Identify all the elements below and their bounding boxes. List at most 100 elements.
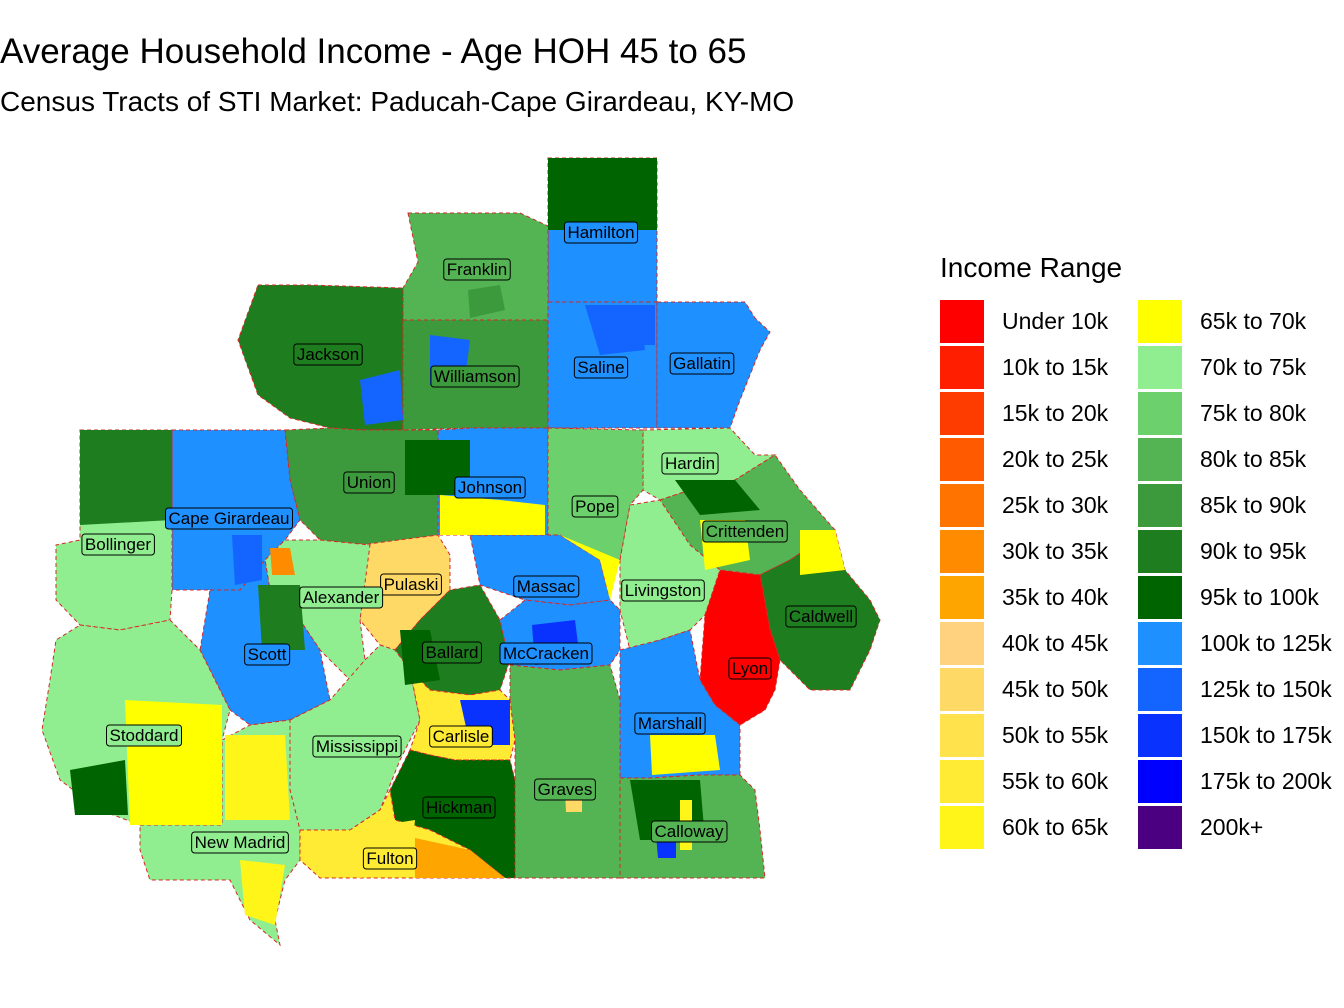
legend-label: 35k to 40k	[1002, 583, 1109, 610]
legend-swatch	[940, 667, 984, 711]
legend-swatch	[940, 483, 984, 527]
legend-swatch	[940, 299, 984, 343]
legend-item: 65k to 70k	[1138, 298, 1336, 344]
census-tract	[125, 700, 222, 825]
county-label-text: Williamson	[434, 367, 516, 386]
county-label-text: Massac	[517, 577, 576, 596]
county-label: Saline	[573, 356, 629, 379]
census-tract	[270, 548, 295, 575]
legend-swatch	[940, 759, 984, 803]
county-label-text: Ballard	[426, 643, 479, 662]
county-label-box	[443, 258, 511, 281]
legend-swatch	[1138, 483, 1182, 527]
legend-item: 175k to 200k	[1138, 758, 1336, 804]
legend-item: 125k to 150k	[1138, 666, 1336, 712]
legend-swatch	[940, 575, 984, 619]
county-label-box	[81, 533, 155, 556]
map-title: Average Household Income - Age HOH 45 to…	[0, 32, 747, 71]
county-label-box	[669, 352, 735, 375]
county-label-text: Pulaski	[384, 575, 439, 594]
legend-swatch	[1138, 759, 1182, 803]
county-label-box	[312, 735, 402, 758]
county-label-box	[785, 605, 857, 628]
county-label-text: Jackson	[297, 345, 359, 364]
county-label: Fulton	[362, 847, 418, 870]
county-label: Gallatin	[669, 352, 735, 375]
legend-swatch	[1138, 529, 1182, 573]
legend-item: 70k to 75k	[1138, 344, 1336, 390]
county-label: Graves	[534, 778, 596, 801]
legend-label: 50k to 55k	[1002, 721, 1109, 748]
legend-label: 75k to 80k	[1200, 399, 1307, 426]
county-label-text: Caldwell	[789, 607, 853, 626]
census-tract	[675, 480, 760, 515]
county-label-text: Hamilton	[567, 223, 634, 242]
county-label-box	[429, 725, 493, 748]
county-label-text: Gallatin	[673, 354, 731, 373]
county-label-text: Pope	[575, 497, 615, 516]
legend-swatch	[1138, 299, 1182, 343]
legend-column-left: Under 10k 10k to 15k 15k to 20k 20k to 25k 2…	[940, 298, 1138, 850]
legend-swatch	[940, 437, 984, 481]
county-label-text: Graves	[538, 780, 593, 799]
legend-swatch	[940, 391, 984, 435]
county-label-box	[380, 573, 442, 596]
county-label: Carlisle	[429, 725, 493, 748]
legend-swatch	[1138, 437, 1182, 481]
county-label: Mississippi	[312, 735, 402, 758]
census-tract	[360, 370, 403, 425]
county-label-text: Hardin	[665, 454, 715, 473]
county-label: Hickman	[422, 796, 496, 819]
legend-item: 10k to 15k	[940, 344, 1138, 390]
census-tract	[560, 535, 620, 600]
county-label: Scott	[244, 643, 291, 666]
county-label-box	[621, 579, 705, 602]
census-tract	[232, 535, 262, 585]
county-label-text: Union	[347, 473, 391, 492]
legend-label: Under 10k	[1002, 307, 1109, 334]
legend-label: 70k to 75k	[1200, 353, 1307, 380]
census-tract	[240, 860, 285, 925]
legend-item: 35k to 40k	[940, 574, 1138, 620]
legend-label: 90k to 95k	[1200, 537, 1307, 564]
census-tract	[585, 305, 655, 345]
county-label-layer: Hamilton Franklin Jackson Williamson Saline G…	[81, 221, 857, 870]
county-label: Johnson	[454, 476, 526, 499]
choropleth-map: Hamilton Franklin Jackson Williamson Saline G…	[41, 157, 881, 947]
legend-label: 150k to 175k	[1200, 721, 1332, 748]
legend-column-right: 65k to 70k 70k to 75k 75k to 80k 80k to 85k…	[1138, 298, 1336, 850]
legend-swatch	[940, 713, 984, 757]
legend-label: 15k to 20k	[1002, 399, 1109, 426]
county-label-box	[106, 724, 182, 747]
county-label-box	[430, 365, 520, 388]
legend-swatch	[940, 345, 984, 389]
county-label: Pope	[571, 495, 619, 518]
census-tract	[650, 735, 720, 775]
county-label-box	[362, 847, 418, 870]
county-label-box	[299, 586, 384, 609]
county-label: Hamilton	[563, 221, 639, 244]
county-label-text: Lyon	[732, 659, 768, 678]
legend-label: 30k to 35k	[1002, 537, 1109, 564]
legend-swatch	[1138, 391, 1182, 435]
county-label: Jackson	[293, 343, 363, 366]
county-label-text: McCracken	[503, 644, 589, 663]
county-label-text: Alexander	[303, 588, 380, 607]
census-tract	[80, 430, 172, 525]
legend-swatch	[1138, 621, 1182, 665]
legend-item: Under 10k	[940, 298, 1138, 344]
county-label: Marshall	[634, 712, 706, 735]
county-label-box	[165, 507, 293, 530]
legend-label: 25k to 30k	[1002, 491, 1109, 518]
county-label: Bollinger	[81, 533, 155, 556]
legend-item: 80k to 85k	[1138, 436, 1336, 482]
legend-swatch	[940, 805, 984, 849]
legend-item: 40k to 45k	[940, 620, 1138, 666]
county-label: New Madrid	[191, 831, 289, 854]
census-tract	[405, 440, 470, 495]
county-label-box	[563, 221, 639, 244]
legend-label: 20k to 25k	[1002, 445, 1109, 472]
county-label: Crittenden	[702, 520, 788, 543]
legend-label: 125k to 150k	[1200, 675, 1332, 702]
county-label: McCracken	[499, 642, 593, 665]
